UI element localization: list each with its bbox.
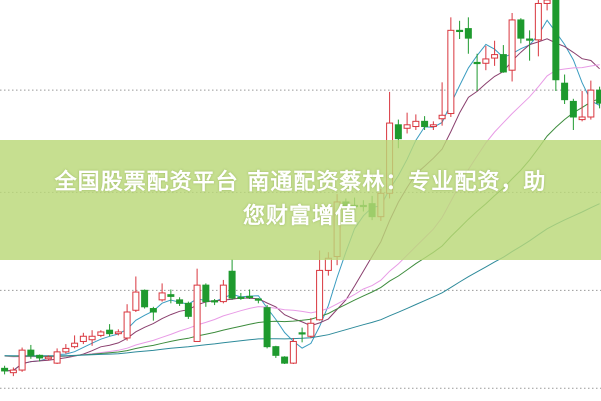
candle-up xyxy=(18,349,26,371)
candle-up xyxy=(403,124,411,129)
candle-up xyxy=(491,54,499,59)
candle-down xyxy=(36,354,44,359)
candle-down xyxy=(149,308,157,313)
candle-up xyxy=(412,120,420,128)
candle-down xyxy=(141,289,149,308)
candle-down xyxy=(1,367,9,372)
candle-down xyxy=(394,124,402,140)
candle-down xyxy=(237,296,245,299)
candle-up xyxy=(587,89,595,118)
candle-up xyxy=(71,342,79,348)
candle-down xyxy=(499,54,507,73)
candle-up xyxy=(132,291,140,311)
banner-title-line-2: 您财富增值 xyxy=(242,204,358,229)
candle-down xyxy=(298,332,306,335)
candle-up xyxy=(307,322,315,337)
candle-up xyxy=(9,369,17,374)
candle-up xyxy=(79,335,87,342)
candle-down xyxy=(184,302,192,317)
candle-down xyxy=(254,298,262,301)
candle-down xyxy=(517,19,525,39)
candle-down xyxy=(456,29,464,33)
candle-up xyxy=(219,284,227,303)
candle-up xyxy=(543,0,551,4)
candle-down xyxy=(552,0,560,81)
candle-up xyxy=(438,114,446,120)
candle-down xyxy=(211,300,219,303)
candle-down xyxy=(464,28,472,39)
candle-up xyxy=(316,269,324,321)
candle-up xyxy=(447,29,455,115)
candle-up xyxy=(97,331,105,336)
candle-up xyxy=(158,292,166,301)
candle-up xyxy=(193,284,201,342)
candle-down xyxy=(228,270,236,299)
candle-up xyxy=(429,124,437,128)
candle-down xyxy=(202,284,210,303)
candle-down xyxy=(596,89,601,104)
candle-up xyxy=(53,351,61,364)
candle-up xyxy=(114,331,122,335)
candle-down xyxy=(176,299,184,304)
candle-down xyxy=(27,349,35,356)
candle-down xyxy=(272,346,280,356)
candle-down xyxy=(473,61,481,65)
candle-up xyxy=(324,257,332,271)
candle-down xyxy=(569,100,577,118)
candle-up xyxy=(123,311,131,339)
candle-down xyxy=(526,38,534,41)
candle-down xyxy=(561,82,569,101)
banner-title-line-1: 全国股票配资平台 南通配资蔡林：专业配资，助 xyxy=(54,170,547,195)
candle-down xyxy=(281,356,289,364)
candle-up xyxy=(578,116,586,121)
candle-down xyxy=(421,120,429,128)
candle-down xyxy=(106,329,114,335)
candle-up xyxy=(482,58,490,64)
candle-down xyxy=(263,307,271,348)
candle-up xyxy=(62,347,70,353)
candle-up xyxy=(88,335,96,341)
candle-up xyxy=(289,340,297,364)
candle-up xyxy=(534,2,542,41)
candle-up xyxy=(508,19,516,71)
candle-up xyxy=(44,356,52,360)
title-banner: 全国股票配资平台 南通配资蔡林：专业配资，助 您财富增值 xyxy=(0,140,601,260)
candle-down xyxy=(246,295,254,299)
ma10-line xyxy=(4,38,600,372)
candle-down xyxy=(167,294,175,297)
ma20-line xyxy=(4,64,600,358)
